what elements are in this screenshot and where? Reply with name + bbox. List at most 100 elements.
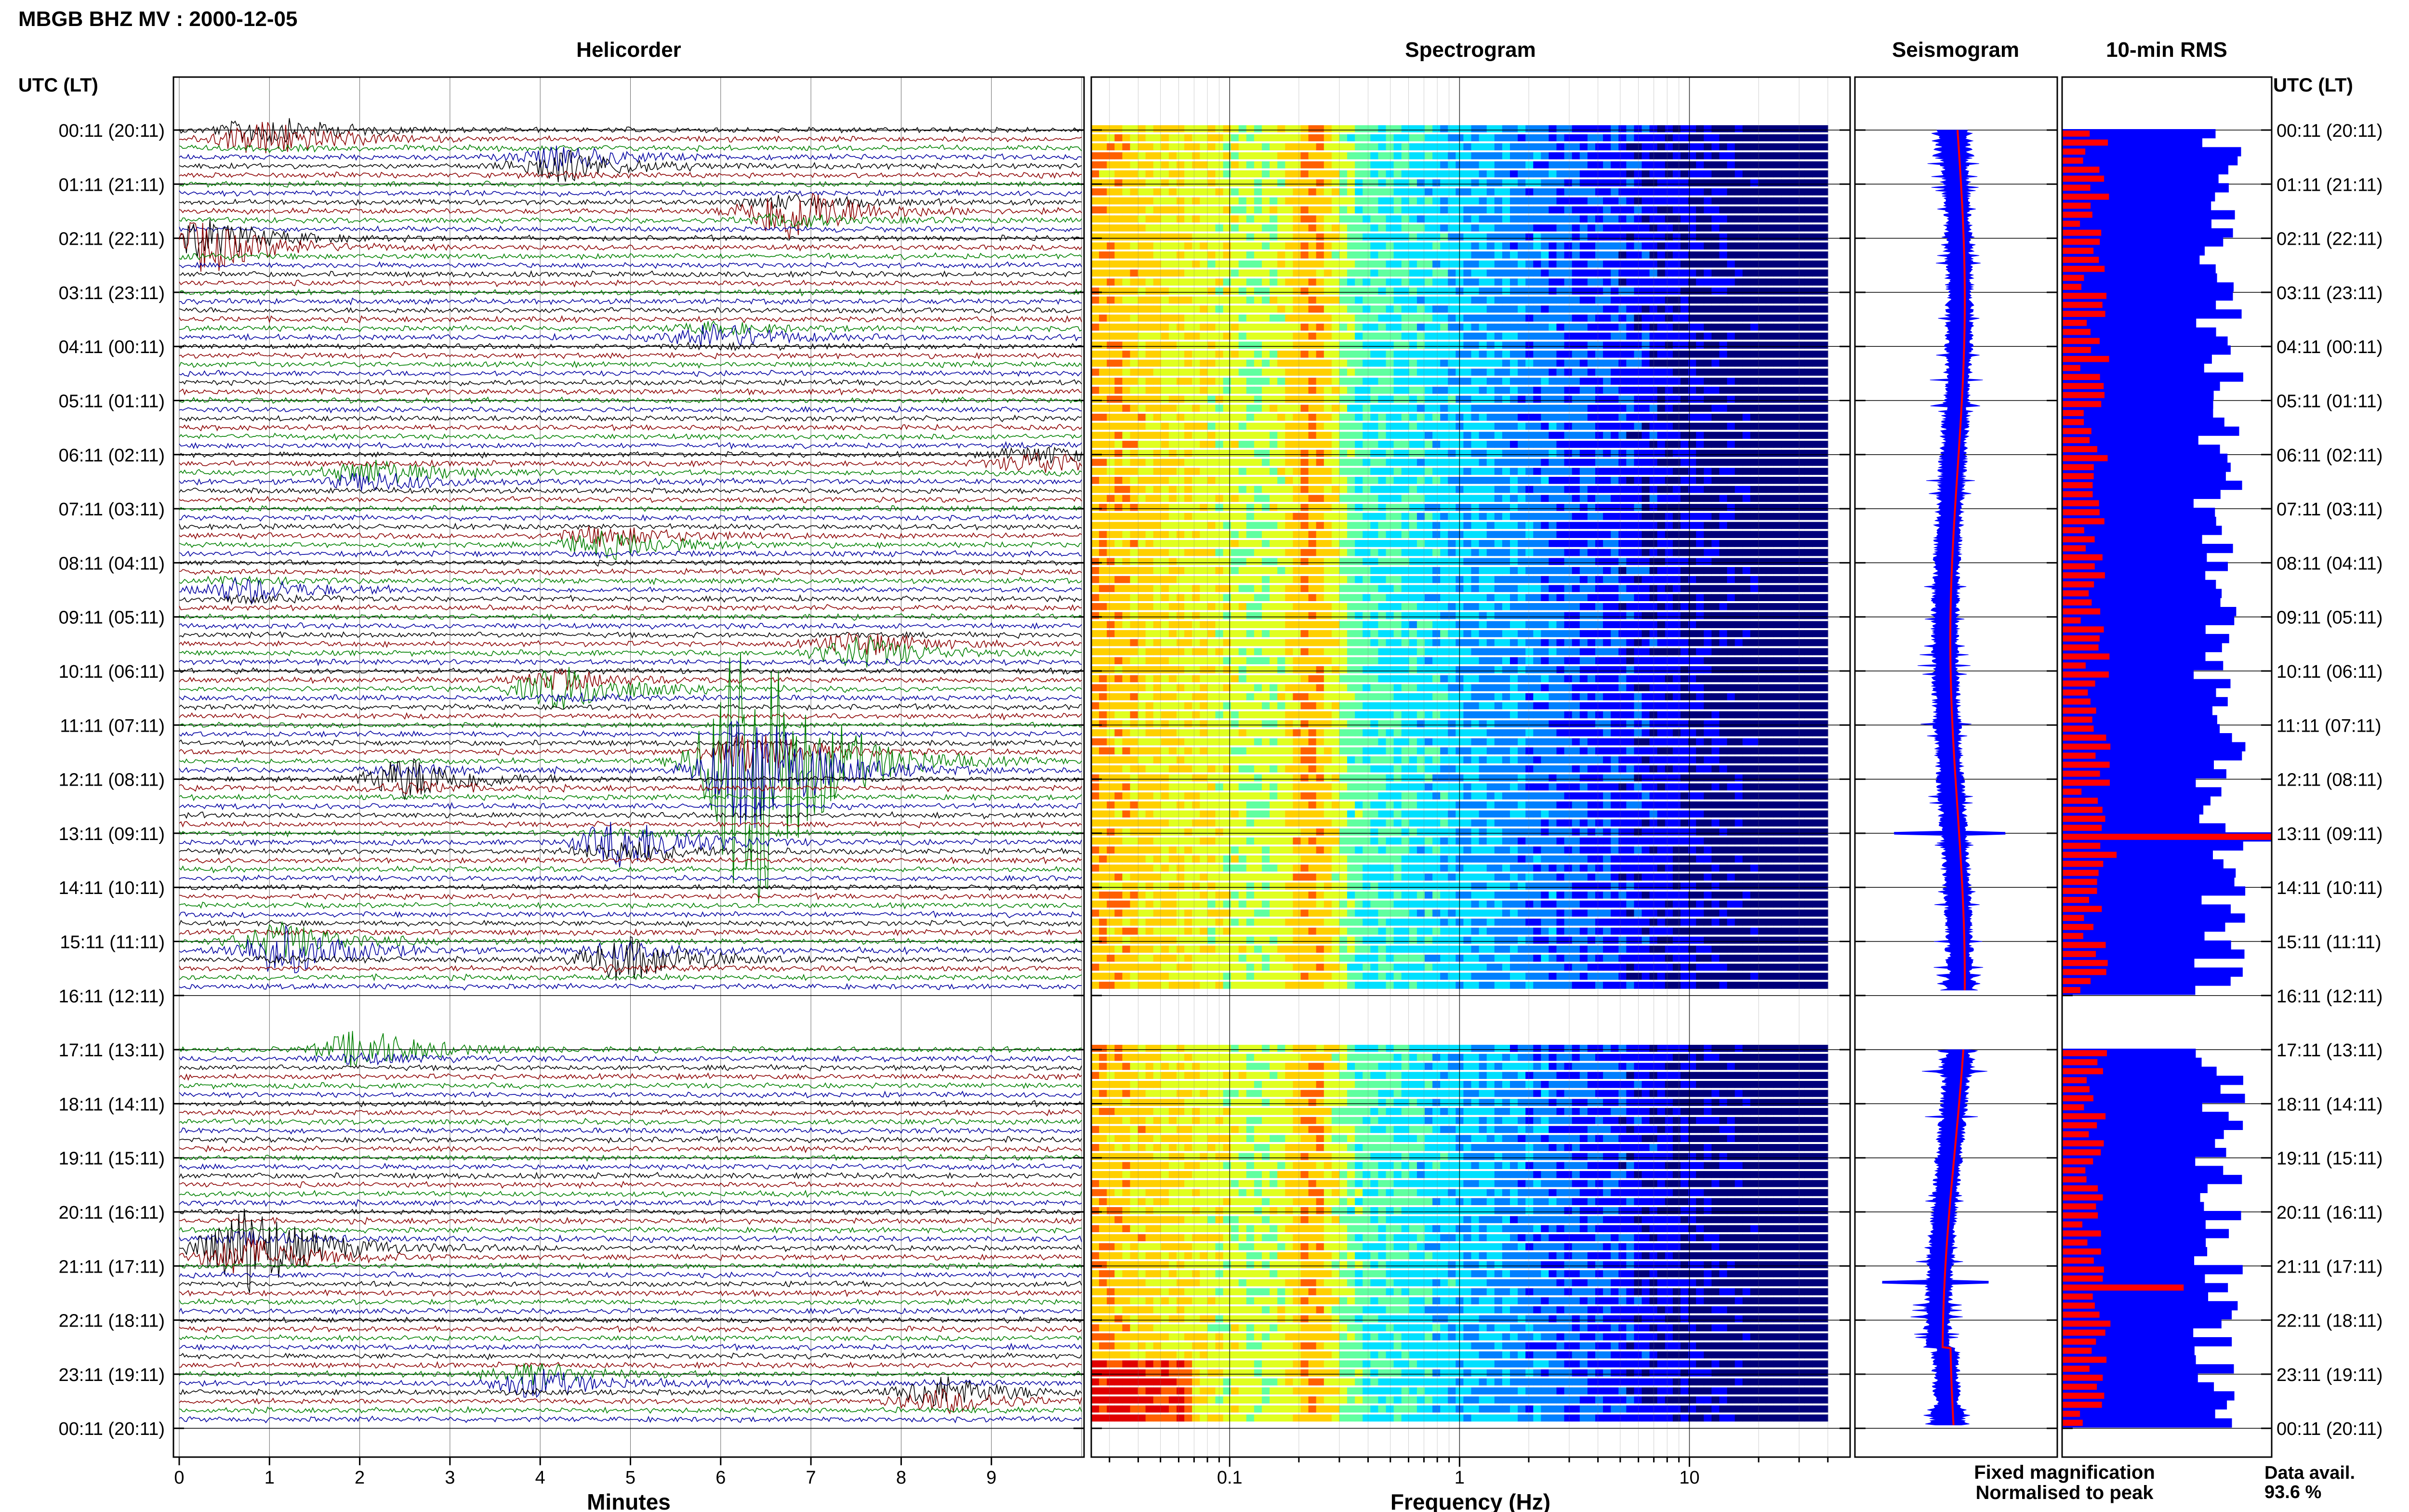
- spec-cell-27-59: [1549, 368, 1557, 376]
- spec-cell-6-56: [1525, 179, 1534, 186]
- spec-cell-17-31: [1331, 278, 1340, 286]
- spec-cell-19-77: [1688, 296, 1696, 304]
- spec-cell-8-84: [1742, 197, 1751, 205]
- spec-cell-32-25: [1285, 413, 1293, 421]
- spec-cell-18-50: [1479, 287, 1487, 295]
- spec-cell-47-2: [1107, 549, 1115, 556]
- spec-cell-48-27: [1300, 558, 1309, 565]
- spec-cell-47-58: [1541, 549, 1549, 556]
- spec-cell-16-61: [1564, 269, 1573, 277]
- spec-cell-39-81: [1719, 476, 1728, 484]
- spec-cell-35-45: [1440, 441, 1448, 448]
- spec-cell-5-1: [1099, 170, 1107, 178]
- spec-cell-36-15: [1207, 449, 1216, 457]
- spec-cell-34-62: [1572, 432, 1580, 439]
- spec-cell-22-20: [1246, 323, 1255, 331]
- spec-cell-17-39: [1393, 278, 1402, 286]
- spec-cell-1-18: [1231, 134, 1239, 142]
- spec-cell-22-76: [1681, 323, 1689, 331]
- spec-cell-32-43: [1425, 413, 1433, 421]
- heli-trace-row-41: [179, 496, 1082, 504]
- spec-cell-29-24: [1277, 386, 1285, 394]
- spec-cell-8-25: [1285, 197, 1293, 205]
- spec-cell-19-79: [1704, 296, 1712, 304]
- spec-cell-38-61: [1564, 468, 1573, 475]
- spec-cell-30-34: [1355, 395, 1363, 403]
- spec-cell-28-6: [1138, 378, 1146, 385]
- spec-cell-24-72: [1649, 342, 1658, 349]
- spec-cell-31-71: [1641, 405, 1650, 412]
- spec-cell-6-86: [1758, 179, 1766, 186]
- spec-cell-21-89: [1781, 315, 1789, 322]
- spec-cell-16-72: [1649, 269, 1658, 277]
- spec-cell-32-39: [1393, 413, 1402, 421]
- spec-cell-5-24: [1277, 170, 1285, 178]
- spec-cell-3-39: [1393, 152, 1402, 159]
- spec-cell-46-84: [1742, 540, 1751, 547]
- time-label-right-15: 15:11 (11:11): [2277, 933, 2382, 953]
- spec-cell-12-66: [1603, 233, 1611, 241]
- spec-cell-43-45: [1440, 513, 1448, 520]
- time-label-right-24: 00:11 (20:11): [2277, 1419, 2383, 1439]
- spec-cell-4-81: [1719, 161, 1728, 169]
- spec-cell-42-41: [1409, 504, 1417, 511]
- spec-cell-20-20: [1246, 305, 1255, 313]
- spec-cell-23-20: [1246, 332, 1255, 340]
- spec-cell-28-53: [1502, 378, 1510, 385]
- spec-cell-32-29: [1316, 413, 1324, 421]
- spec-cell-1-9: [1161, 134, 1169, 142]
- spec-cell-21-40: [1401, 315, 1410, 322]
- spec-cell-32-60: [1556, 413, 1565, 421]
- spec-cell-22-61: [1564, 323, 1573, 331]
- spec-cell-16-45: [1440, 269, 1448, 277]
- spec-cell-15-72: [1649, 260, 1658, 268]
- spec-cell-38-91: [1797, 468, 1805, 475]
- spec-cell-32-56: [1525, 413, 1534, 421]
- spec-cell-21-49: [1471, 315, 1480, 322]
- spec-cell-43-19: [1238, 513, 1247, 520]
- spec-cell-9-40: [1401, 206, 1410, 214]
- spec-cell-12-80: [1711, 233, 1720, 241]
- spec-cell-10-31: [1331, 215, 1340, 223]
- spec-cell-19-88: [1774, 296, 1782, 304]
- spec-cell-30-24: [1277, 395, 1285, 403]
- spec-cell-37-69: [1626, 459, 1635, 466]
- spec-cell-47-36: [1370, 549, 1378, 556]
- spec-cell-38-67: [1611, 468, 1619, 475]
- spec-cell-32-21: [1254, 413, 1262, 421]
- spec-cell-33-40: [1401, 422, 1410, 430]
- spec-cell-24-90: [1789, 342, 1797, 349]
- spec-cell-6-2: [1107, 179, 1115, 186]
- spec-cell-23-21: [1254, 332, 1262, 340]
- spec-cell-21-78: [1696, 315, 1704, 322]
- spec-cell-46-55: [1518, 540, 1526, 547]
- spec-cell-11-54: [1510, 224, 1518, 232]
- spec-cell-48-29: [1316, 558, 1324, 565]
- spec-cell-8-76: [1681, 197, 1689, 205]
- spec-cell-18-62: [1572, 287, 1580, 295]
- spec-cell-7-46: [1448, 188, 1456, 196]
- spec-cell-28-2: [1107, 378, 1115, 385]
- spec-cell-47-22: [1262, 549, 1270, 556]
- spec-cell-36-43: [1425, 449, 1433, 457]
- spec-cell-18-24: [1277, 287, 1285, 295]
- spec-cell-35-94: [1820, 441, 1828, 448]
- spec-cell-43-38: [1386, 513, 1394, 520]
- spec-cell-5-84: [1742, 170, 1751, 178]
- spec-cell-12-39: [1393, 233, 1402, 241]
- spec-cell-31-0: [1091, 405, 1099, 412]
- spec-cell-15-6: [1138, 260, 1146, 268]
- spec-cell-21-52: [1494, 315, 1503, 322]
- spec-cell-24-52: [1494, 342, 1503, 349]
- spec-cell-1-7: [1145, 134, 1154, 142]
- spec-cell-8-31: [1331, 197, 1340, 205]
- spec-cell-17-74: [1665, 278, 1673, 286]
- spec-cell-16-62: [1572, 269, 1580, 277]
- spec-cell-9-46: [1448, 206, 1456, 214]
- spec-cell-8-22: [1262, 197, 1270, 205]
- spec-cell-9-19: [1238, 206, 1247, 214]
- time-label-right-18: 18:11 (14:11): [2277, 1094, 2383, 1115]
- spec-cell-4-31: [1331, 161, 1340, 169]
- spec-cell-37-85: [1750, 459, 1759, 466]
- spec-cell-31-64: [1587, 405, 1596, 412]
